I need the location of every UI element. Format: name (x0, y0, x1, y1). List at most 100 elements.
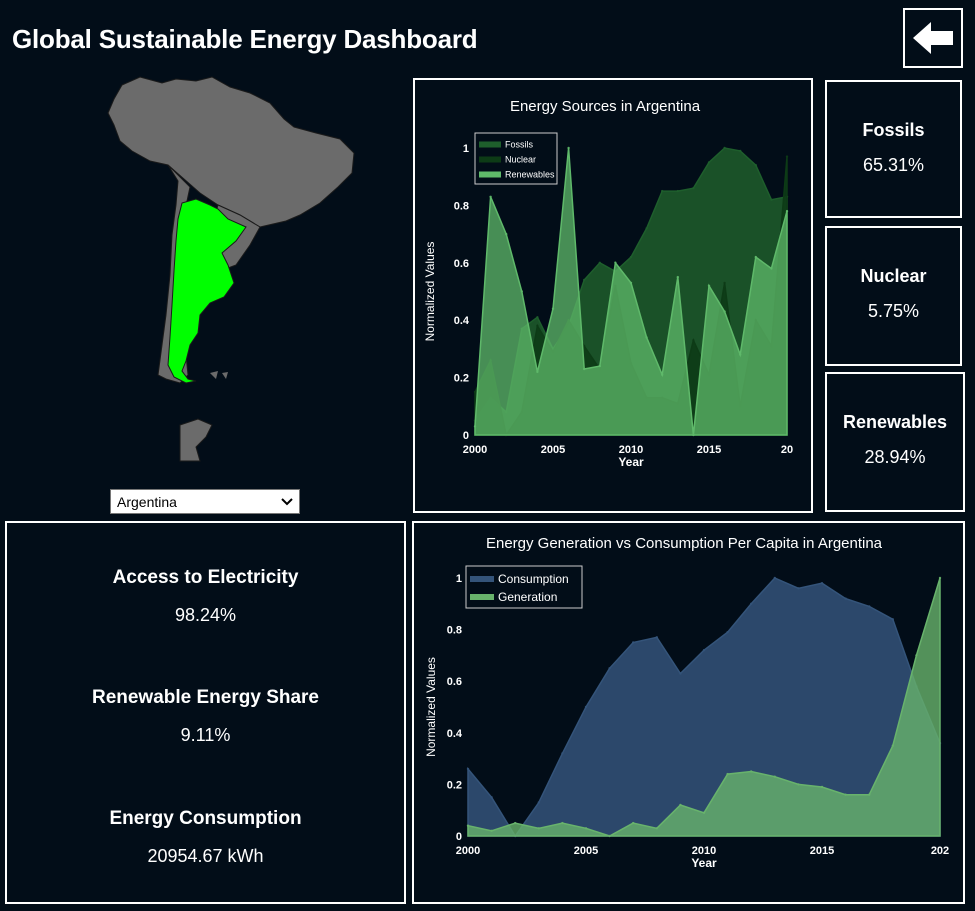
map-country-argentina[interactable] (167, 198, 247, 384)
data-point-consumption[interactable] (726, 631, 729, 634)
x-tick-label: 2005 (541, 444, 565, 456)
x-axis-label: Year (691, 856, 717, 870)
data-point-renewables[interactable] (598, 364, 601, 368)
data-point-generation[interactable] (632, 821, 635, 825)
area-series-generation[interactable] (467, 577, 941, 837)
data-point-consumption[interactable] (750, 602, 753, 605)
data-point-consumption[interactable] (584, 705, 588, 709)
stat-value: 65.31% (862, 155, 925, 175)
data-point-renewables[interactable] (583, 367, 586, 371)
stat-label: Energy Consumption (109, 808, 302, 829)
data-point-consumption[interactable] (537, 801, 540, 804)
data-point-renewables[interactable] (645, 336, 648, 339)
data-point-consumption[interactable] (466, 767, 470, 771)
data-point-renewables[interactable] (770, 267, 773, 270)
data-point-fossils[interactable] (583, 278, 586, 282)
data-point-renewables[interactable] (536, 370, 539, 374)
data-point-generation[interactable] (797, 783, 800, 786)
data-point-renewables[interactable] (505, 232, 508, 236)
data-point-generation[interactable] (844, 793, 847, 796)
data-point-consumption[interactable] (490, 796, 493, 799)
data-point-generation[interactable] (868, 793, 871, 796)
data-point-consumption[interactable] (844, 597, 847, 600)
data-point-renewables[interactable] (520, 290, 523, 293)
data-point-generation[interactable] (679, 803, 682, 807)
data-point-nuclear[interactable] (723, 281, 726, 285)
data-point-fossils[interactable] (770, 198, 773, 201)
country-select[interactable]: Argentina (110, 489, 300, 514)
data-point-generation[interactable] (561, 821, 564, 825)
data-point-fossils[interactable] (676, 189, 679, 193)
data-point-generation[interactable] (490, 829, 493, 832)
data-point-consumption[interactable] (820, 582, 824, 585)
data-point-generation[interactable] (891, 744, 894, 747)
data-point-generation[interactable] (726, 772, 729, 776)
data-point-consumption[interactable] (655, 636, 658, 639)
data-point-fossils[interactable] (754, 164, 757, 167)
data-point-renewables[interactable] (551, 307, 555, 310)
data-point-generation[interactable] (584, 827, 588, 830)
data-point-renewables[interactable] (707, 284, 711, 287)
back-button[interactable] (903, 8, 963, 68)
data-point-fossils[interactable] (598, 261, 601, 264)
data-point-fossils[interactable] (739, 149, 742, 153)
y-tick-label: 0.8 (447, 625, 462, 637)
data-point-renewables[interactable] (785, 209, 789, 213)
data-point-generation[interactable] (466, 824, 470, 827)
data-point-fossils[interactable] (692, 187, 695, 190)
data-point-generation[interactable] (514, 821, 517, 825)
stat-card-nuclear: Nuclear 5.75% (825, 226, 962, 366)
data-point-consumption[interactable] (632, 641, 635, 644)
data-point-generation[interactable] (820, 785, 824, 789)
data-point-fossils[interactable] (661, 189, 664, 193)
energy-sources-panel: Energy Sources in Argentina 0 0.2 0.4 0.6 0.8… (413, 78, 813, 513)
data-point-nuclear[interactable] (583, 344, 586, 348)
data-point-renewables[interactable] (489, 195, 492, 198)
data-point-renewables[interactable] (676, 275, 679, 279)
data-point-nuclear[interactable] (473, 390, 477, 394)
data-point-nuclear[interactable] (785, 155, 789, 158)
data-point-consumption[interactable] (773, 576, 776, 580)
legend-label: Generation (498, 590, 557, 604)
data-point-generation[interactable] (655, 827, 658, 830)
data-point-renewables[interactable] (754, 255, 757, 259)
data-point-renewables[interactable] (739, 353, 742, 356)
data-point-renewables[interactable] (661, 373, 664, 376)
legend-label: Renewables (505, 170, 555, 180)
y-tick-label: 0.2 (447, 779, 462, 791)
data-point-nuclear[interactable] (536, 324, 539, 328)
data-point-consumption[interactable] (608, 667, 611, 670)
data-point-generation[interactable] (938, 576, 942, 580)
data-point-consumption[interactable] (891, 618, 894, 621)
data-point-generation[interactable] (608, 834, 611, 838)
data-point-fossils[interactable] (629, 255, 633, 259)
data-point-fossils[interactable] (723, 146, 726, 150)
y-axis-label: Normalized Values (424, 657, 438, 757)
data-point-fossils[interactable] (707, 161, 711, 164)
data-point-renewables[interactable] (567, 146, 570, 150)
data-point-renewables[interactable] (723, 310, 726, 313)
data-point-nuclear[interactable] (692, 339, 695, 342)
data-point-renewables[interactable] (614, 261, 617, 264)
data-point-renewables[interactable] (629, 281, 633, 285)
data-point-generation[interactable] (750, 770, 753, 773)
data-point-generation[interactable] (537, 827, 540, 830)
data-point-consumption[interactable] (561, 752, 564, 755)
data-point-generation[interactable] (702, 811, 706, 814)
data-point-generation[interactable] (773, 775, 776, 778)
south-america-map[interactable] (100, 75, 360, 470)
x-tick-label: 20 (781, 444, 793, 456)
data-point-fossils[interactable] (645, 227, 648, 230)
data-point-fossils[interactable] (536, 316, 539, 319)
data-point-generation[interactable] (915, 654, 918, 657)
data-point-renewables[interactable] (692, 433, 695, 437)
area-series-consumption[interactable] (467, 577, 941, 838)
area-series-renewables[interactable] (474, 147, 788, 436)
data-point-consumption[interactable] (702, 649, 706, 652)
data-point-renewables[interactable] (473, 425, 477, 428)
data-point-consumption[interactable] (868, 605, 871, 608)
data-point-consumption[interactable] (797, 587, 800, 590)
data-point-consumption[interactable] (679, 672, 682, 675)
generation-consumption-panel: Energy Generation vs Consumption Per Cap… (412, 521, 965, 904)
stat-label: Fossils (862, 120, 925, 140)
